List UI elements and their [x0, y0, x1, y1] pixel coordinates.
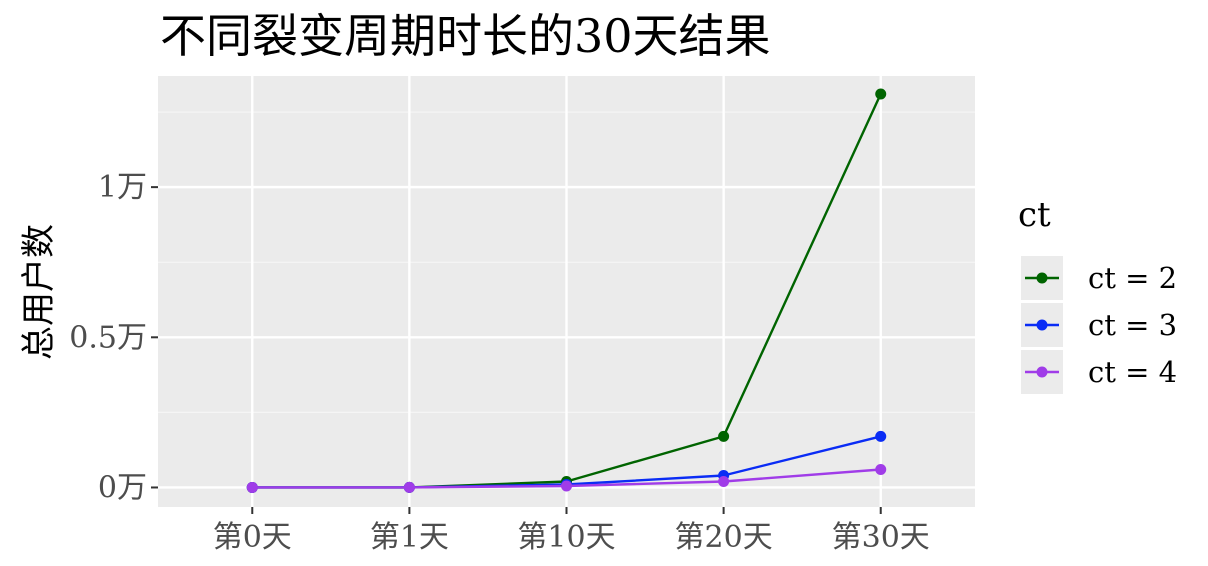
series-layer [246, 88, 887, 493]
legend-key-point [1036, 366, 1048, 378]
legend-label: ct = 3 [1088, 308, 1177, 342]
data-point [561, 480, 572, 492]
y-tick-label: 0万 [98, 470, 147, 505]
y-tick-label: 1万 [98, 170, 147, 205]
data-point [875, 463, 887, 475]
x-tick-label: 第10天 [517, 520, 615, 555]
data-point [403, 481, 415, 493]
y-axis-title: 总用户数 [19, 224, 59, 360]
y-tick-label: 0.5万 [69, 320, 147, 355]
data-point [718, 475, 730, 487]
legend-label: ct = 4 [1088, 355, 1177, 389]
legend-key-point [1036, 319, 1048, 331]
chart-title: 不同裂变周期时长的30天结果 [160, 9, 771, 63]
data-point [718, 430, 730, 442]
x-tick-label: 第0天 [213, 520, 292, 555]
data-point [246, 481, 258, 493]
legend-title: ct [1018, 195, 1051, 235]
legend: ct ct = 2 ct = 3 ct = 4 [1018, 195, 1177, 394]
data-point [875, 430, 887, 442]
legend-label: ct = 2 [1088, 261, 1177, 295]
legend-key-point [1036, 272, 1048, 284]
x-tick-label: 第30天 [832, 520, 930, 555]
x-tick-label: 第20天 [675, 520, 773, 555]
data-point [875, 88, 887, 100]
x-axis: 第0天 第1天 第10天 第20天 第30天 [213, 507, 930, 555]
y-axis: 0万 0.5万 1万 [69, 170, 158, 505]
x-tick-label: 第1天 [370, 520, 449, 555]
